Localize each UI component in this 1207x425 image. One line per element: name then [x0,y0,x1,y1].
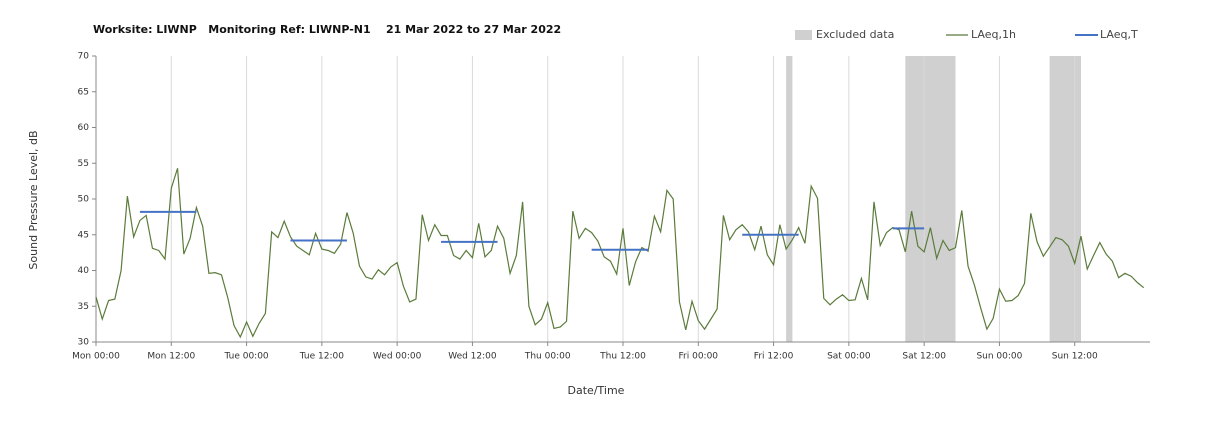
legend-label: LAeq,1h [971,28,1016,41]
legend-swatch [795,30,812,40]
x-tick-label: Sat 12:00 [902,352,946,362]
excluded-band [786,56,793,342]
y-tick-label: 35 [78,302,89,312]
legend-label: LAeq,T [1100,28,1138,41]
x-tick-label: Tue 12:00 [299,352,344,362]
excluded-band [905,56,956,342]
x-tick-label: Mon 00:00 [72,352,120,362]
x-tick-label: Mon 12:00 [147,352,195,362]
y-tick-label: 65 [78,87,89,97]
data-line [95,168,1145,339]
x-tick-label: Fri 12:00 [754,352,794,362]
chart-title: Worksite: LIWNP Monitoring Ref: LIWNP-N1… [93,23,561,36]
x-tick-label: Sun 12:00 [1052,352,1098,362]
x-tick-label: Fri 00:00 [679,352,719,362]
x-tick-label: Wed 12:00 [448,352,497,362]
excluded-band [1049,56,1081,342]
legend-label: Excluded data [816,28,894,41]
y-tick-label: 55 [78,159,89,169]
y-tick-label: 40 [78,266,90,276]
y-tick-label: 60 [78,123,90,133]
y-tick-label: 45 [78,230,89,240]
x-tick-label: Wed 00:00 [373,352,422,362]
x-axis-label: Date/Time [568,384,625,397]
x-tick-label: Thu 00:00 [524,352,571,362]
x-tick-label: Tue 00:00 [223,352,268,362]
y-tick-label: 50 [78,195,90,205]
y-tick-label: 70 [78,52,90,62]
x-tick-label: Sat 00:00 [827,352,871,362]
x-tick-label: Sun 00:00 [976,352,1022,362]
x-tick-label: Thu 12:00 [599,352,646,362]
y-axis-label: Sound Pressure Level, dB [27,130,40,269]
y-tick-label: 30 [78,338,90,348]
